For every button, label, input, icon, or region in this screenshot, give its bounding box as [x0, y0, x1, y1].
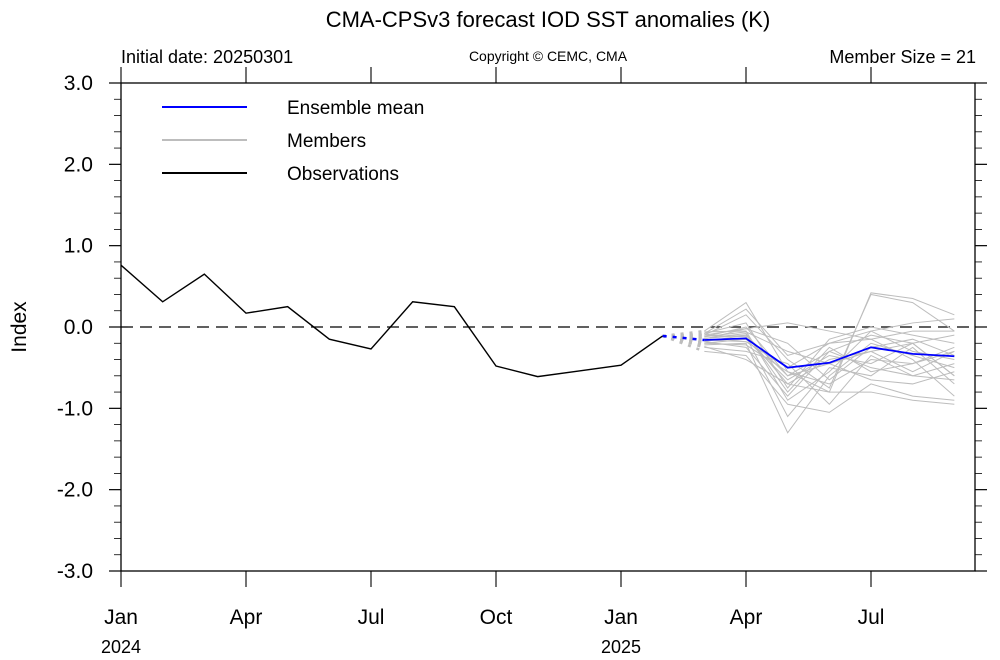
member-line [704, 330, 955, 401]
x-tick-label: Jan [104, 606, 138, 629]
chart-title: CMA-CPSv3 forecast IOD SST anomalies (K) [326, 7, 771, 32]
x-tick-label: Jul [358, 606, 385, 629]
x-year-label: 2025 [601, 637, 641, 657]
member-line [704, 342, 955, 385]
member-line [704, 346, 955, 405]
x-tick-label: Jan [604, 606, 638, 629]
member-connector [662, 333, 705, 338]
y-tick-label: 3.0 [64, 72, 93, 95]
member-size-label: Member Size = 21 [829, 47, 976, 67]
x-tick-label: Jul [858, 606, 885, 629]
legend: Ensemble mean Members Observations [162, 98, 424, 185]
y-tick-label: -1.0 [57, 397, 93, 420]
observations-line [120, 264, 664, 378]
member-line [704, 338, 955, 397]
x-year-label: 2024 [101, 637, 141, 657]
member-line [704, 350, 955, 413]
x-tick-label: Apr [230, 606, 263, 629]
ensemble-mean-line [662, 334, 955, 369]
y-tick-label: 2.0 [64, 153, 93, 176]
member-line [704, 322, 955, 389]
ensemble-mean-connector [662, 334, 705, 342]
x-tick-label: Apr [730, 606, 763, 629]
legend-label: Ensemble mean [287, 98, 424, 119]
copyright-label: Copyright © CEMC, CMA [469, 48, 628, 64]
y-axis-label: Index [8, 301, 31, 353]
y-tick-label: -2.0 [57, 479, 93, 502]
member-line [704, 328, 955, 381]
initial-date-label: Initial date: 20250301 [121, 47, 293, 67]
members-lines [662, 292, 955, 434]
axes: 3.0 2.0 1.0 0.0 -1.0 -2.0 -3.0 Jan 2024 Apr Jul Oct… [57, 67, 987, 657]
member-line [704, 293, 955, 389]
legend-label: Members [287, 131, 366, 152]
member-line [704, 341, 955, 397]
y-tick-label: -3.0 [57, 560, 93, 583]
y-tick-label: 1.0 [64, 235, 93, 258]
member-line [704, 334, 955, 418]
plot-frame [120, 82, 976, 572]
member-line [704, 342, 955, 434]
y-tick-label: 0.0 [64, 316, 93, 339]
observations-polyline [120, 264, 664, 378]
legend-label: Observations [287, 164, 399, 185]
x-tick-label: Oct [480, 606, 513, 629]
member-connector [662, 334, 705, 353]
ensemble-mean-polyline [704, 337, 955, 369]
